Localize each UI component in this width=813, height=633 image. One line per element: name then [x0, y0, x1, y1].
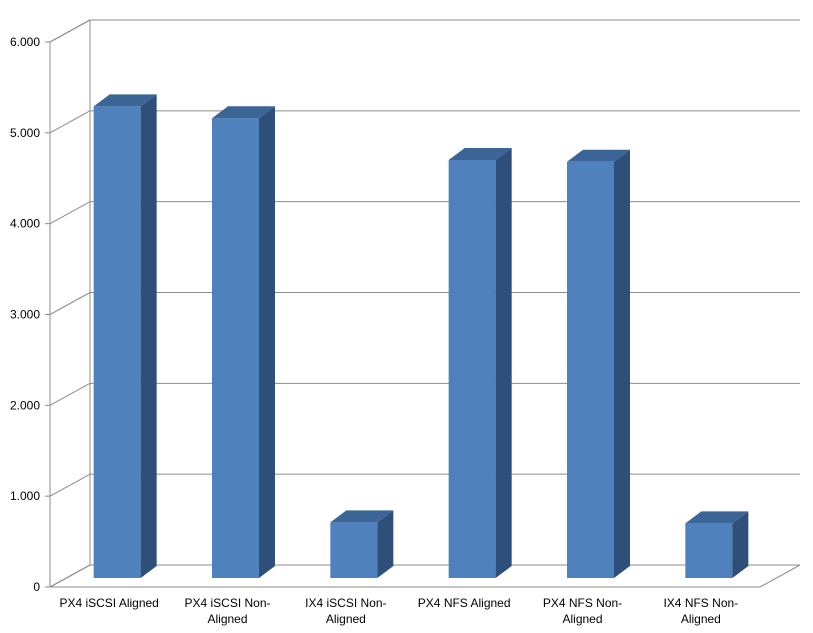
bar-front [685, 523, 733, 578]
gridline-side [49, 19, 91, 43]
y-tick-label: 6.000 [10, 35, 40, 49]
bars [93, 94, 749, 579]
bar-side [259, 106, 275, 578]
bar-front [330, 522, 378, 578]
y-tick-label: 2.000 [10, 398, 40, 412]
bar-6 [685, 511, 749, 578]
bar-top [685, 511, 749, 524]
bar-4 [448, 147, 512, 578]
x-tick-label: IX4 NFS Non-Aligned [663, 596, 738, 626]
gridline-side [49, 473, 91, 497]
side-wall-edge [49, 19, 91, 565]
bar-2 [212, 106, 275, 578]
y-tick-label: 5.000 [10, 126, 40, 140]
y-tick-label: 0 [33, 580, 40, 594]
gridline-side [49, 382, 91, 406]
y-tick-label: 4.000 [10, 217, 40, 231]
bar-top [448, 147, 512, 160]
bar-top [567, 149, 630, 162]
bar-1 [93, 94, 157, 579]
bar-front [212, 118, 259, 578]
bar-5 [567, 149, 630, 578]
gridline-side [49, 564, 91, 588]
x-tick-label: IX4 iSCSI Non-Aligned [305, 596, 386, 626]
x-tick-label: PX4 iSCSI Non-Aligned [184, 596, 270, 626]
bar-top [330, 510, 394, 523]
bar-front [93, 106, 141, 579]
bar-top [93, 94, 157, 107]
bar-front [448, 159, 496, 578]
gridline-side [49, 292, 91, 315]
bar-3 [330, 510, 394, 578]
bar-side [614, 149, 630, 578]
y-tick-label: 3.000 [10, 308, 40, 322]
x-tick-label: PX4 NFS Aligned [418, 596, 511, 610]
gridlines [45, 19, 800, 588]
y-tick-label: 1.000 [10, 489, 40, 503]
x-axis-tick-labels: PX4 iSCSI Aligned PX4 iSCSI Non-Aligned IX… [59, 596, 738, 626]
x-tick-label: PX4 iSCSI Aligned [59, 596, 158, 610]
bar-side [140, 94, 157, 579]
gridline-side [49, 110, 91, 134]
bar-side [495, 147, 512, 578]
bar-side [377, 510, 394, 578]
bar-side [732, 511, 749, 578]
bar-front [567, 161, 614, 578]
x-tick-label: PX4 NFS Non-Aligned [543, 596, 622, 626]
bar-top [212, 106, 275, 119]
y-axis-tick-labels: 0 1.000 2.000 3.000 4.000 5.000 6.000 [10, 35, 40, 594]
chart-walls [49, 19, 801, 588]
gridline-side [49, 201, 91, 225]
